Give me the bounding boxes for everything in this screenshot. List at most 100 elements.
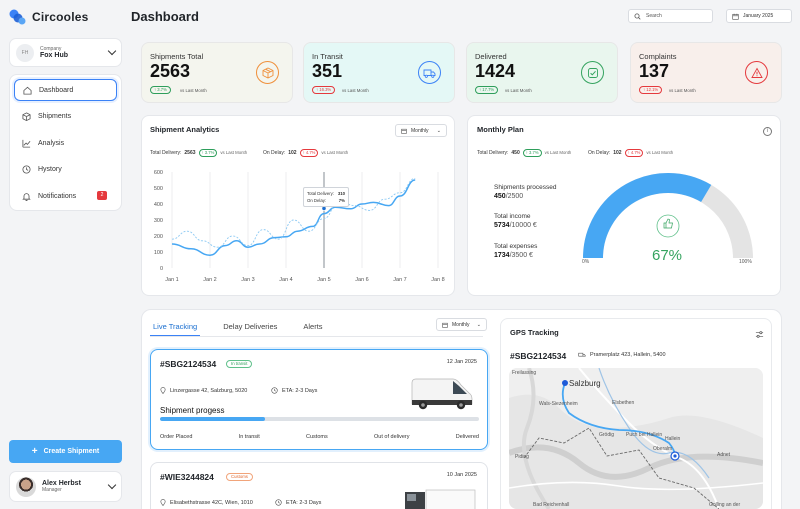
address-text: Linzergasse 42, Salzburg, 5020 bbox=[170, 387, 248, 394]
stat-value: 1424 bbox=[475, 61, 516, 81]
plus-icon: + bbox=[31, 445, 38, 457]
plan-delay-value: 102 bbox=[613, 149, 622, 156]
on-delay-change: ↑ 4.7% bbox=[299, 149, 319, 157]
sidebar-item-dashboard[interactable]: Dashboard bbox=[14, 79, 117, 101]
monthly-plan-card: Monthly Plan i Total Delivery: 450 ↑ 3.7… bbox=[467, 115, 781, 296]
shipment-id: #SBG2124534 bbox=[160, 359, 217, 369]
brand-name: Circooles bbox=[32, 10, 89, 24]
gps-shipment-id: #SBG2124534 bbox=[510, 351, 567, 361]
processed-label: Shipments processed bbox=[494, 184, 557, 191]
analytics-line-chart[interactable]: Jan 1 Jan 2 Jan 3 Jan 4 Jan 5 Jan 6 Jan 7 Jan 8… bbox=[142, 164, 454, 290]
sidebar-item-history[interactable]: Hystory bbox=[14, 159, 117, 181]
gps-location: Pramerplatz 423, Hallein, 5400 bbox=[578, 352, 666, 358]
sidebar-item-shipments[interactable]: Shipments bbox=[14, 106, 117, 128]
shipment-date: 10 Jan 2025 bbox=[446, 472, 477, 478]
step-label: In transit bbox=[238, 434, 260, 440]
avatar bbox=[16, 476, 36, 497]
y-tick-label: 300 bbox=[154, 218, 163, 224]
tracking-tabs: Live Tracking Delay Deliveries Alerts bbox=[150, 322, 346, 336]
gps-map[interactable]: Freilassing Salzburg Wals-Siezenheim Els… bbox=[509, 368, 763, 509]
bell-icon bbox=[22, 192, 31, 201]
warning-icon bbox=[745, 61, 768, 84]
stat-change-badge: ↑ 3.7% bbox=[150, 86, 171, 94]
search-icon bbox=[634, 13, 641, 20]
processed-target: /2500 bbox=[505, 193, 524, 200]
filter-sliders-icon[interactable] bbox=[755, 330, 764, 339]
total-delivery-change: ↑ 3.7% bbox=[198, 149, 218, 157]
tab-alerts[interactable]: Alerts bbox=[303, 322, 323, 331]
calendar-icon bbox=[401, 128, 407, 134]
x-tick-label: Jan 7 bbox=[393, 277, 406, 283]
card-title: Shipment Analytics bbox=[150, 125, 220, 134]
map-town-label: Piding bbox=[515, 454, 529, 460]
on-delay-value: 102 bbox=[288, 149, 297, 156]
status-badge: In transit bbox=[226, 360, 253, 368]
brand-logo[interactable]: Circooles bbox=[9, 9, 89, 25]
company-switcher[interactable]: FH Company Fox Hub bbox=[9, 38, 122, 67]
step-label: Out of delivery bbox=[374, 434, 410, 440]
shipment-card[interactable]: #WIE3244824 Customs 10 Jan 2025 Elisabet… bbox=[150, 462, 488, 509]
thumbs-up-icon bbox=[656, 214, 680, 238]
chevron-down-icon bbox=[107, 46, 117, 56]
stat-card-delivered[interactable]: Delivered 1424 ↑ 17.7% vs Last Month bbox=[466, 42, 618, 103]
map-town-label: Elsbethen bbox=[612, 400, 634, 406]
map-town-label: Freilassing bbox=[512, 370, 536, 376]
plan-on-delay: On Delay: 102 ↑ 4.7% vs Last Month bbox=[588, 149, 673, 157]
company-avatar: FH bbox=[16, 43, 34, 62]
stat-change-badge: ↑ 17.7% bbox=[475, 86, 499, 94]
tracking-period-select[interactable]: Monthly ⌄ bbox=[436, 318, 487, 331]
create-shipment-label: Create Shipment bbox=[43, 448, 100, 455]
stat-card-in-transit[interactable]: In Transit 351 ↑ 16.3% vs Last Month bbox=[303, 42, 455, 103]
shipment-address: Linzergasse 42, Salzburg, 5020 bbox=[160, 387, 247, 394]
plan-delay-label: On Delay: bbox=[588, 149, 611, 156]
income-target: /10000 € bbox=[509, 222, 537, 229]
sidebar-item-label: Shipments bbox=[38, 113, 72, 120]
shipment-address: Elisabethstrasse 42C, Wien, 1010 bbox=[160, 499, 253, 506]
gauge-fill bbox=[583, 173, 712, 259]
tab-live-tracking[interactable]: Live Tracking bbox=[150, 322, 201, 336]
date-value: January 2025 bbox=[743, 13, 774, 19]
gauge-percent: 67% bbox=[652, 247, 683, 264]
sidebar-item-label: Dashboard bbox=[39, 86, 74, 94]
map-town-label: Wals-Siezenheim bbox=[539, 401, 578, 407]
shipment-analytics-card: Shipment Analytics Monthly ⌄ Total Deliv… bbox=[141, 115, 455, 296]
period-select[interactable]: Monthly ⌄ bbox=[395, 124, 447, 137]
on-delay-label: On Delay: bbox=[263, 149, 286, 156]
sidebar-item-analysis[interactable]: Analysis bbox=[14, 132, 117, 154]
location-pin-icon bbox=[160, 387, 166, 394]
map-town-label: Hallein bbox=[665, 436, 681, 442]
plan-total-label: Total Delivery: bbox=[477, 149, 509, 156]
map-town-label: Puch bei Hallein bbox=[626, 432, 662, 438]
stat-card-complaints[interactable]: Complaints 137 ↑ 12.1% vs Last Month bbox=[630, 42, 782, 103]
expenses-target: /3500 € bbox=[509, 252, 533, 259]
search-input[interactable]: Search bbox=[628, 9, 713, 23]
stat-change-note: vs Last Month bbox=[180, 88, 207, 93]
tab-delay-deliveries[interactable]: Delay Deliveries bbox=[223, 322, 278, 331]
map-town-label: Golling an der bbox=[709, 502, 740, 508]
clock-icon bbox=[275, 499, 282, 506]
map-town-label: Oberalm bbox=[653, 446, 672, 452]
shipment-card[interactable]: #SBG2124534 In transit 12 Jan 2025 Linze… bbox=[150, 349, 488, 450]
chart-icon bbox=[22, 139, 31, 148]
create-shipment-button[interactable]: + Create Shipment bbox=[9, 440, 122, 463]
tooltip-delay-label: On Delay: bbox=[307, 198, 327, 203]
map-town-label: Adnet bbox=[717, 452, 731, 458]
sidebar-item-notifications[interactable]: Notifications 2 bbox=[14, 185, 117, 207]
gps-location-text: Pramerplatz 423, Hallein, 5400 bbox=[590, 352, 666, 358]
truck-image bbox=[405, 489, 476, 509]
tooltip-delay-value: 7% bbox=[338, 198, 345, 203]
clock-icon bbox=[22, 165, 31, 174]
user-profile[interactable]: Alex Herbst Manager bbox=[9, 471, 122, 502]
sidebar-item-label: Hystory bbox=[38, 166, 62, 173]
user-name: Alex Herbst bbox=[42, 480, 81, 487]
plan-delay-change: ↑ 4.7% bbox=[624, 149, 644, 157]
stat-card-shipments-total[interactable]: Shipments Total 2563 ↑ 3.7% vs Last Mont… bbox=[141, 42, 293, 103]
date-picker[interactable]: January 2025 bbox=[726, 9, 792, 23]
stat-label: Delivered bbox=[475, 52, 507, 61]
plan-total-change: ↑ 3.7% bbox=[522, 149, 542, 157]
shipment-date: 12 Jan 2025 bbox=[446, 359, 477, 365]
tooltip-total-label: Total Delivery: bbox=[307, 191, 334, 196]
plan-total-note: vs Last Month bbox=[544, 150, 572, 156]
info-icon[interactable]: i bbox=[763, 127, 772, 136]
expenses-value: 1734/3500 € bbox=[494, 252, 533, 259]
